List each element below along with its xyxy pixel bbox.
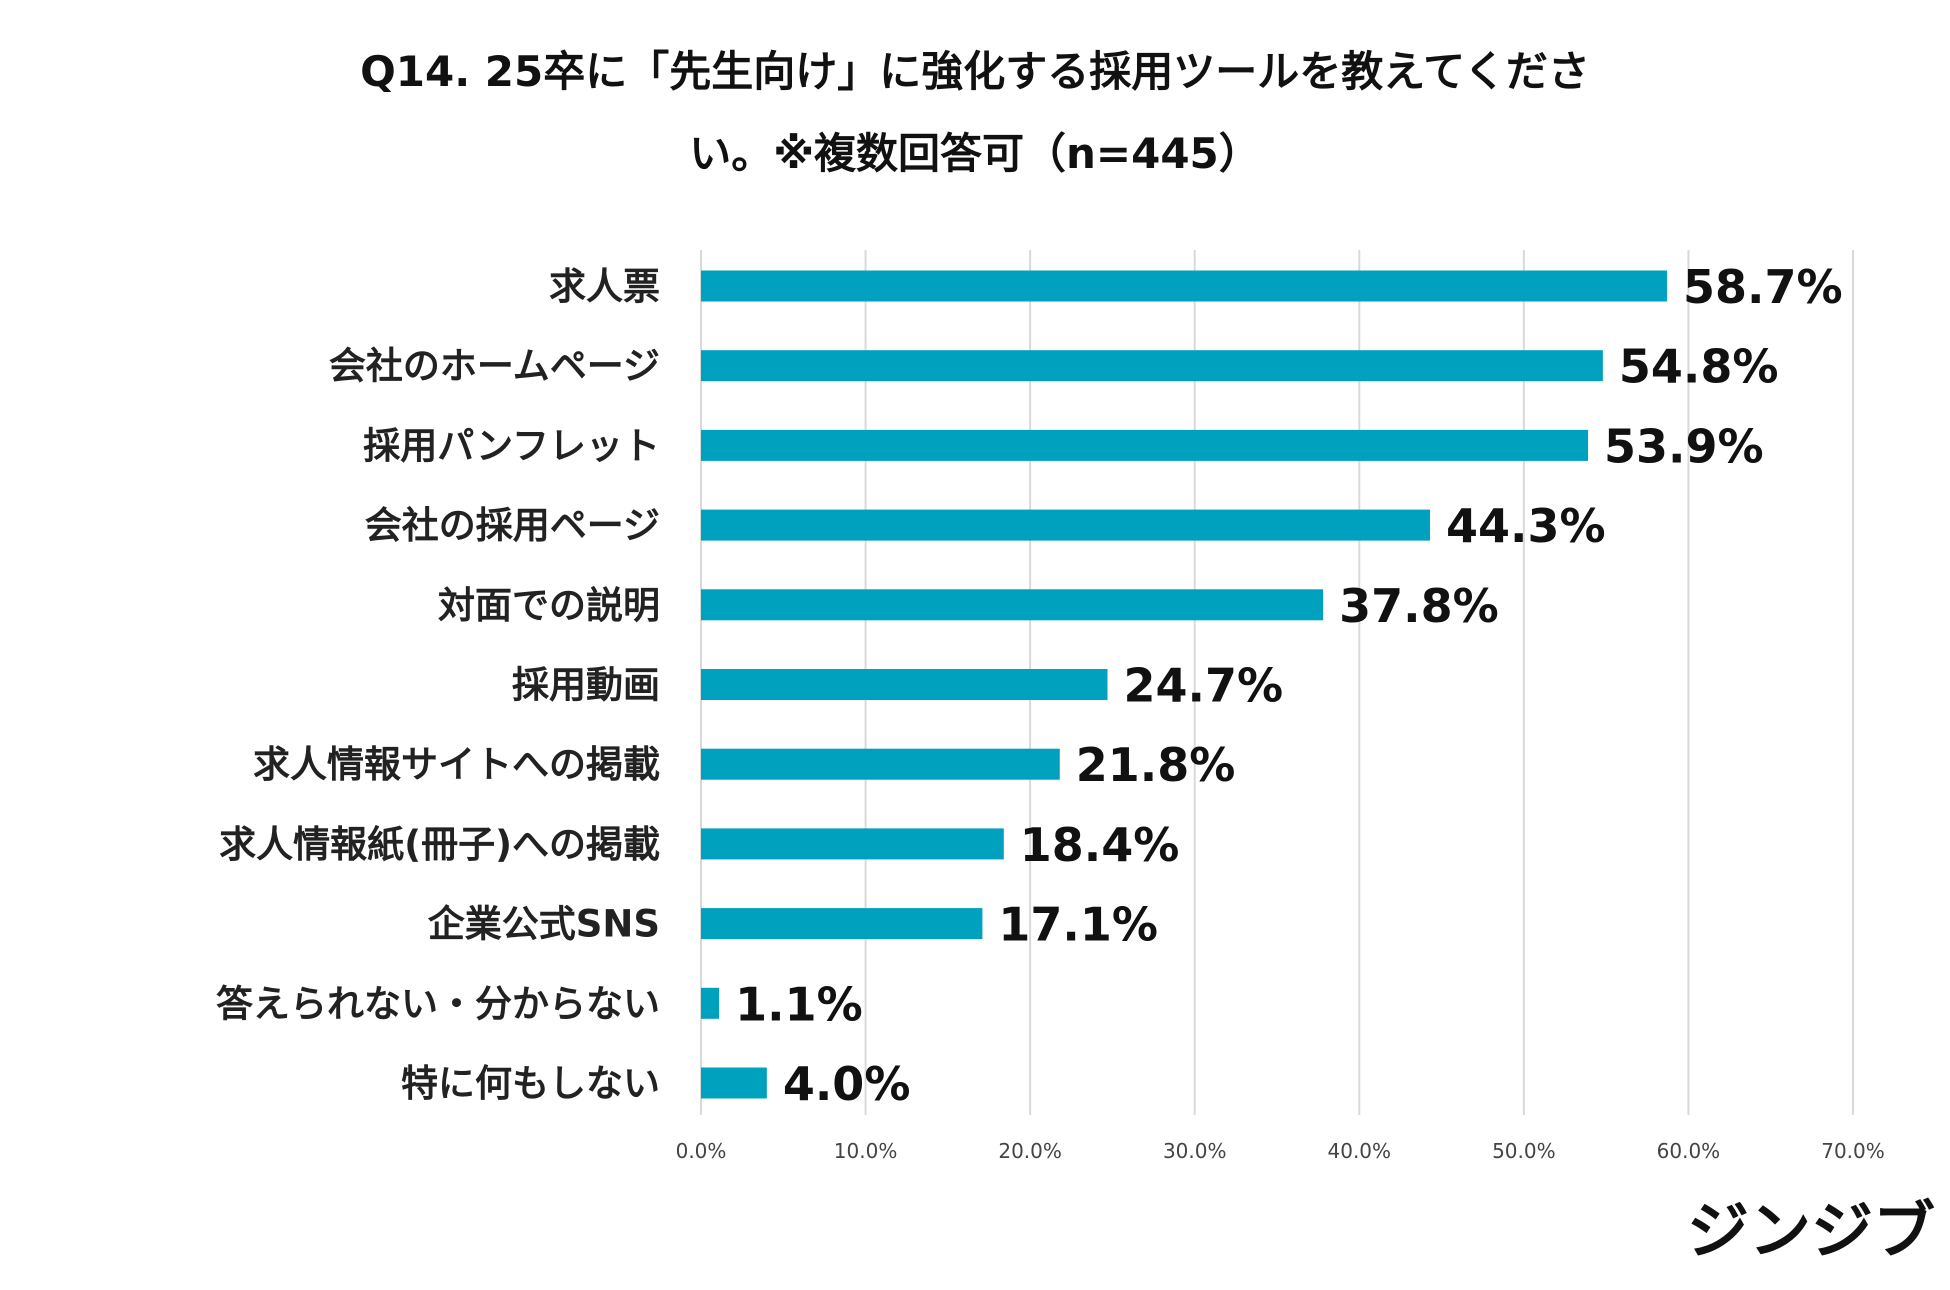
bar <box>701 1067 767 1099</box>
category-label: 企業公式SNS <box>428 903 660 946</box>
value-label: 18.4% <box>1020 818 1180 872</box>
category-label: 採用動画 <box>512 664 660 707</box>
bar <box>701 350 1603 382</box>
category-label: 採用パンフレット <box>363 424 660 467</box>
bar <box>701 987 720 1019</box>
category-label: 対面での説明 <box>438 584 660 627</box>
x-tick-label: 60.0% <box>1657 1139 1721 1163</box>
value-label: 37.8% <box>1339 579 1499 633</box>
value-label: 58.7% <box>1683 260 1843 314</box>
category-label: 求人情報サイトへの掲載 <box>253 743 660 786</box>
bar <box>701 748 1060 780</box>
x-tick-label: 20.0% <box>998 1139 1062 1163</box>
bar <box>701 270 1668 302</box>
x-tick-label: 0.0% <box>676 1139 727 1163</box>
bar <box>701 908 983 940</box>
x-tick-label: 70.0% <box>1821 1139 1885 1163</box>
value-label: 53.9% <box>1604 419 1764 473</box>
bar <box>701 429 1589 461</box>
value-label: 17.1% <box>998 898 1158 952</box>
category-label: 特に何もしない <box>401 1062 660 1105</box>
category-label: 会社のホームページ <box>329 345 660 388</box>
category-label: 求人票 <box>549 265 660 308</box>
jinjib-logo: ジンジブ <box>1687 1194 1935 1267</box>
x-tick-label: 40.0% <box>1328 1139 1392 1163</box>
category-label: 求人情報紙(冊子)への掲載 <box>219 823 660 866</box>
x-tick-label: 30.0% <box>1163 1139 1227 1163</box>
value-label: 1.1% <box>735 977 863 1031</box>
value-label: 21.8% <box>1076 738 1236 792</box>
bar <box>701 589 1324 621</box>
category-label: 会社の採用ページ <box>365 504 660 547</box>
value-label: 54.8% <box>1619 340 1779 394</box>
logo-text: ジンジブ <box>1687 1194 1935 1267</box>
category-label: 答えられない・分からない <box>216 982 660 1025</box>
bar <box>701 828 1004 860</box>
chart-title-line-1: Q14. 25卒に「先生向け」に強化する採用ツールを教えてくださ <box>360 47 1590 96</box>
x-tick-label: 10.0% <box>834 1139 898 1163</box>
chart-title-line-2: い。※複数回答可（n=445） <box>689 129 1261 178</box>
value-label: 24.7% <box>1123 659 1283 713</box>
x-tick-label: 50.0% <box>1492 1139 1556 1163</box>
bar <box>701 669 1108 700</box>
bar <box>701 509 1431 541</box>
value-label: 4.0% <box>783 1057 911 1111</box>
value-label: 44.3% <box>1446 499 1606 553</box>
